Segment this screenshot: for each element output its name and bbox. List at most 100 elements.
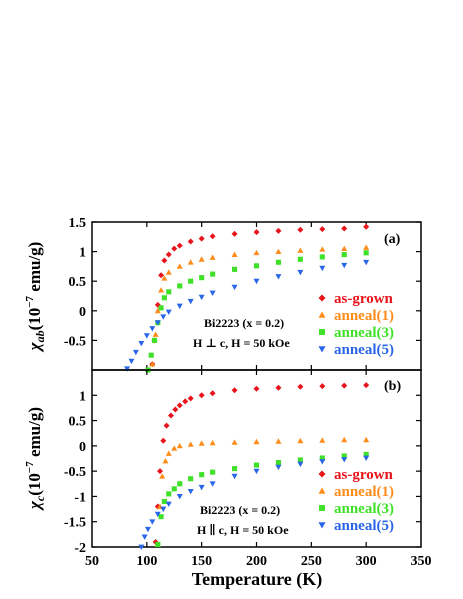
data-point-anneal(5) — [138, 340, 145, 347]
data-point-anneal(1) — [165, 450, 172, 456]
annotation-b-line2: H ∥ c, H = 50 kOe — [197, 523, 289, 537]
y-tick-label: -0.5 — [64, 334, 86, 349]
data-point-anneal(3) — [232, 466, 238, 472]
x-axis-ticks: 50 100 150 200 250 300 350 — [85, 554, 432, 569]
data-point-anneal(5) — [319, 459, 326, 465]
legend-label: anneal(1) — [334, 484, 394, 500]
panel-label-b: (b) — [384, 379, 401, 394]
y-ticks-a: 1.5 1 0.5 0 -0.5 — [64, 216, 421, 370]
data-point-anneal(3) — [210, 469, 216, 475]
data-point-anneal(1) — [165, 269, 172, 275]
data-point-anneal(1) — [176, 263, 183, 269]
data-point-anneal(5) — [160, 506, 167, 513]
legend-marker-anneal(5) — [318, 522, 326, 529]
data-point-anneal(1) — [152, 331, 159, 337]
data-point-anneal(3) — [177, 481, 183, 487]
y-label-subscript-b: c — [33, 495, 47, 501]
legend-label: anneal(5) — [334, 518, 394, 534]
panel-b: 1 0.5 0 -0.5 -1 -1.5 -2 (b) Bi2223 (x = 0.2) H… — [24, 369, 422, 556]
data-point-anneal(5) — [319, 265, 326, 272]
data-point-anneal(1) — [253, 249, 260, 256]
data-point-anneal(3) — [177, 283, 183, 289]
data-point-as-grown — [160, 437, 167, 444]
data-point-anneal(5) — [176, 494, 183, 500]
y-tick-label: 0 — [79, 440, 86, 455]
data-point-anneal(5) — [141, 534, 148, 540]
data-point-anneal(3) — [319, 455, 325, 461]
data-point-anneal(3) — [253, 462, 260, 468]
data-point-anneal(3) — [210, 271, 216, 277]
data-point-anneal(3) — [363, 250, 369, 256]
data-point-anneal(1) — [198, 256, 205, 262]
data-point-anneal(1) — [297, 247, 304, 253]
data-point-anneal(5) — [144, 526, 151, 533]
data-point-anneal(1) — [341, 436, 348, 443]
data-point-as-grown — [182, 398, 189, 405]
data-point-anneal(5) — [165, 309, 172, 315]
annotation-a-line2: H ⊥ c, H = 50 kOe — [193, 336, 290, 350]
data-point-anneal(3) — [363, 451, 369, 458]
legend-marker-as-grown — [318, 294, 326, 302]
data-point-anneal(1) — [209, 254, 216, 260]
y-tick-label: 0.5 — [69, 275, 87, 290]
data-point-anneal(1) — [275, 438, 282, 444]
data-point-anneal(1) — [158, 287, 165, 293]
data-point-as-grown — [176, 242, 183, 249]
data-point-anneal(5) — [363, 455, 370, 461]
data-point-anneal(1) — [363, 436, 370, 443]
data-point-anneal(1) — [159, 473, 166, 479]
data-point-anneal(5) — [149, 519, 156, 525]
data-point-anneal(1) — [171, 445, 178, 451]
data-point-as-grown — [363, 223, 370, 230]
data-point-anneal(3) — [166, 289, 172, 295]
data-point-anneal(5) — [297, 269, 304, 276]
data-point-anneal(5) — [209, 481, 216, 487]
legend-marker-anneal(3) — [319, 329, 325, 335]
data-point-anneal(3) — [151, 337, 158, 343]
data-point-anneal(5) — [253, 468, 260, 475]
data-point-as-grown — [156, 468, 163, 475]
y-tick-label: 1 — [79, 246, 86, 261]
x-tick-label: 200 — [246, 554, 267, 569]
data-point-anneal(1) — [341, 245, 348, 252]
legend-label: anneal(3) — [334, 325, 394, 341]
data-point-anneal(5) — [154, 320, 161, 326]
y-label-symbol-a: χ — [25, 341, 44, 352]
data-point-anneal(1) — [253, 438, 260, 445]
data-point-anneal(5) — [275, 464, 282, 471]
data-point-as-grown — [161, 257, 168, 264]
data-point-anneal(5) — [198, 484, 205, 491]
x-tick-label: 300 — [356, 554, 377, 569]
data-point-as-grown — [198, 235, 205, 242]
data-points-b — [138, 382, 370, 550]
data-point-anneal(5) — [187, 488, 194, 495]
data-point-as-grown — [187, 395, 194, 402]
y-label-tail-b: emu/g) — [25, 407, 44, 461]
data-point-anneal(3) — [275, 459, 281, 466]
data-point-anneal(5) — [149, 326, 156, 332]
data-point-anneal(1) — [176, 442, 183, 449]
legend-label: anneal(3) — [334, 501, 394, 517]
data-point-anneal(3) — [275, 259, 281, 265]
legend-marker-anneal(3) — [319, 505, 325, 511]
data-point-anneal(3) — [155, 541, 161, 548]
data-point-as-grown — [253, 229, 260, 236]
data-point-as-grown — [319, 383, 326, 390]
data-point-anneal(5) — [132, 349, 139, 356]
y-label-exponent-a: −7 — [24, 295, 36, 307]
data-point-anneal(5) — [187, 298, 194, 305]
data-point-anneal(5) — [124, 366, 131, 372]
x-tick-label: 150 — [191, 554, 212, 569]
data-point-anneal(3) — [188, 476, 194, 482]
data-point-as-grown — [341, 225, 348, 232]
y-label-symbol-b: χ — [25, 500, 44, 511]
data-point-as-grown — [253, 385, 260, 392]
y-tick-label: -1.5 — [64, 516, 86, 531]
y-tick-label: 0.5 — [69, 415, 87, 430]
data-point-anneal(1) — [161, 275, 168, 281]
data-point-anneal(3) — [199, 472, 205, 478]
data-point-as-grown — [275, 227, 282, 234]
data-point-anneal(5) — [341, 262, 348, 269]
